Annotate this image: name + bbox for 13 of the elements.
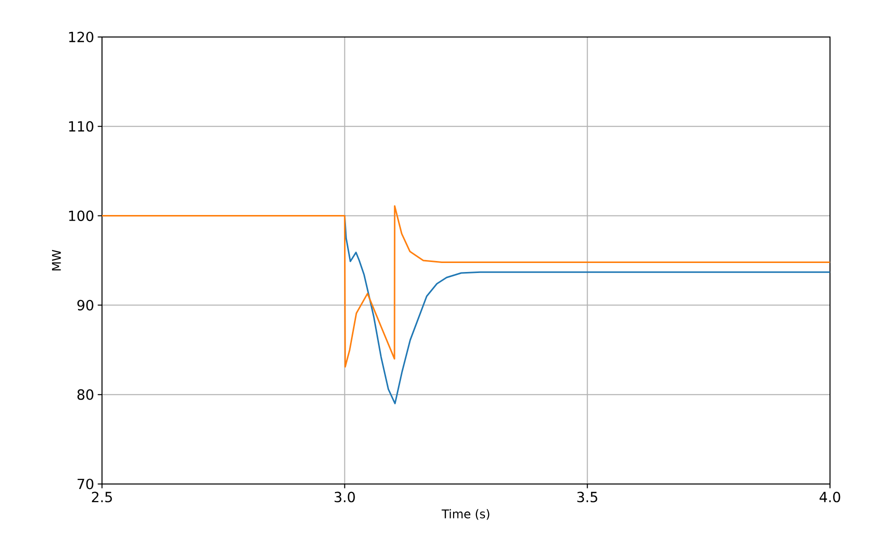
line-series [102,205,830,368]
y-tick-label: 100 [69,210,94,222]
y-tick-label: 70 [78,478,94,490]
x-axis-title: Time (s) [442,509,490,520]
x-tick-label: 3.5 [577,492,598,502]
y-tick-label: 110 [69,121,94,132]
x-tick-label: 2.5 [92,492,112,502]
y-tick-label: 120 [69,32,94,42]
y-tick-label: 90 [77,300,94,310]
x-tick-label: 3.0 [334,492,355,502]
y-axis-title: MW [52,250,61,270]
x-tick-label: 4.0 [820,492,840,502]
y-tick-label: 80 [77,389,94,400]
